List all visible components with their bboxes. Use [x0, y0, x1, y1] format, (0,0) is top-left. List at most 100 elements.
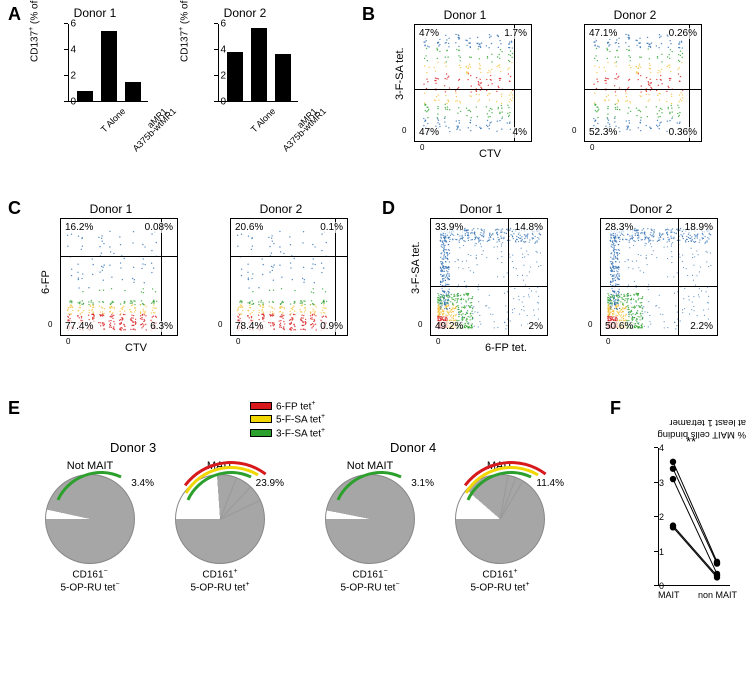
x-tick: non MAIT — [698, 590, 737, 600]
pie-group: Not MAIT3.4%CD161−5-OP-RU tet− — [30, 460, 150, 595]
flow-c-1: Donor 116.2%0.08%77.4%6.3%6-FP00 — [36, 204, 186, 354]
y-axis-label: CD137+ (% of MAIT) — [178, 0, 190, 62]
plot-area: 47.1% 0.26% 52.3% 0.36% — [584, 24, 702, 142]
quadrant-pct: 0.36% — [668, 127, 698, 138]
y-tick: 1 — [659, 547, 664, 557]
density-scatter — [601, 219, 717, 335]
legend-item: 3-F-SA tet+ — [250, 427, 325, 439]
quadrant-pct: 0.1% — [319, 222, 344, 233]
legend-item: 5-F-SA tet+ — [250, 413, 325, 425]
pie-bottom-label: CD161−5-OP-RU tet− — [310, 568, 430, 595]
pie-top-label: Not MAIT — [30, 460, 150, 472]
panel-c: Donor 116.2%0.08%77.4%6.3%6-FP00 Donor 2… — [36, 204, 356, 354]
x-axis-label: CTV — [479, 148, 501, 160]
bar — [227, 52, 243, 101]
y-tick: 4 — [220, 45, 226, 56]
plot-title: Donor 1 — [444, 8, 487, 22]
plot-area — [658, 448, 730, 586]
plot-area: 28.3%18.9%50.6%2.2% — [600, 218, 718, 336]
y-axis-label: 3-F-SA tet. — [394, 47, 406, 100]
pie-callout: 3.1% — [411, 478, 434, 489]
density-scatter — [585, 25, 701, 141]
quadrant-pct: 2% — [528, 321, 544, 332]
density-scatter — [61, 219, 177, 335]
flow-d-2: Donor 228.3%18.9%50.6%2.2%006-FP tet. — [576, 204, 726, 354]
plot-area: 20.6% 0.1% 78.4% 0.9% — [230, 218, 348, 336]
bar — [101, 31, 117, 101]
pie-chart — [45, 474, 135, 564]
plot-area — [218, 24, 298, 102]
pie-chart — [455, 474, 545, 564]
plot-title: Donor 1 — [90, 202, 133, 216]
flow-c-2: Donor 220.6%0.1%78.4%0.9%00CTV — [206, 204, 356, 354]
quadrant-pct: 14.8% — [514, 222, 544, 233]
quadrant-pct: 18.9% — [684, 222, 714, 233]
quadrant-pct: 1.7% — [503, 28, 528, 39]
plot-title: Donor 1 — [460, 202, 503, 216]
quadrant-pct: 6.3% — [149, 321, 174, 332]
pie-chart — [325, 474, 415, 564]
panel-b: Donor 147%1.7%47%4%3-F-SA tet.00 Donor 2… — [390, 10, 710, 160]
x-axis-label: 6-FP tet. — [485, 342, 527, 354]
flow-b-1: Donor 147%1.7%47%4%3-F-SA tet.00 — [390, 10, 540, 160]
y-axis-label: 6-FP — [40, 270, 52, 294]
donor-title: Donor 4 — [390, 440, 436, 455]
barchart-donor1: Donor 1CD137+ (% of MAIT)0246T AloneA375… — [30, 10, 160, 140]
quadrant-pct: 47% — [418, 127, 440, 138]
plot-title: Donor 2 — [630, 202, 673, 216]
quadrant-pct: 0.9% — [319, 321, 344, 332]
quadrant-pct: 47% — [418, 28, 440, 39]
y-tick: 3 — [659, 478, 664, 488]
plot-area: 47%1.7%47%4% — [414, 24, 532, 142]
bar — [125, 82, 141, 102]
pie-arc — [38, 457, 164, 583]
panel-f: % MAIT cells bindingat least 1 tetramer0… — [630, 440, 740, 610]
panel-e: Donor 3Not MAIT3.4%CD161−5-OP-RU tet−MAI… — [30, 440, 590, 670]
quadrant-pct: 47.1% — [588, 28, 618, 39]
legend-item: 6-FP tet+ — [250, 400, 325, 412]
pie-arc — [318, 457, 444, 583]
quadrant-pct: 77.4% — [64, 321, 94, 332]
panel-d-label: D — [382, 198, 395, 219]
flow-d-1: Donor 133.9%14.8%49.2%2%3-F-SA tet.00 — [406, 204, 556, 354]
y-axis-label: CD137+ (% of MAIT) — [28, 0, 40, 62]
plot-area: 33.9%14.8%49.2%2% — [430, 218, 548, 336]
panel-a: Donor 1CD137+ (% of MAIT)0246T AloneA375… — [30, 10, 310, 140]
x-axis-label: CTV — [125, 342, 147, 354]
donor-title: Donor 3 — [110, 440, 156, 455]
y-tick: 4 — [659, 443, 664, 453]
y-axis-label: % MAIT cells bindingat least 1 tetramer — [606, 416, 754, 440]
plot-area — [68, 24, 148, 102]
y-tick: 4 — [70, 45, 76, 56]
quadrant-pct: 0.26% — [668, 28, 698, 39]
legend-label: 5-F-SA tet+ — [276, 413, 325, 425]
plot-title: Donor 2 — [260, 202, 303, 216]
quadrant-pct: 49.2% — [434, 321, 464, 332]
legend-label: 6-FP tet+ — [276, 400, 315, 412]
barchart-donor2: Donor 2CD137+ (% of MAIT)0246T AloneA375… — [180, 10, 310, 140]
x-tick: T Alone — [99, 106, 128, 135]
legend-label: 3-F-SA tet+ — [276, 427, 325, 439]
y-tick: 6 — [220, 19, 226, 30]
quadrant-pct: 52.3% — [588, 127, 618, 138]
chart-title: Donor 1 — [74, 6, 117, 20]
y-tick: 2 — [659, 512, 664, 522]
pie-arc — [164, 453, 297, 586]
x-tick: T Alone — [249, 106, 278, 135]
plot-area: 16.2%0.08%77.4%6.3% — [60, 218, 178, 336]
pie-callout: 3.4% — [131, 478, 154, 489]
x-tick: MAIT — [658, 590, 680, 600]
quadrant-pct: 20.6% — [234, 222, 264, 233]
plot-title: Donor 2 — [614, 8, 657, 22]
quadrant-pct: 78.4% — [234, 321, 264, 332]
quadrant-pct: 0.08% — [144, 222, 174, 233]
pie-top-label: Not MAIT — [310, 460, 430, 472]
pie-callout: 11.4% — [536, 478, 564, 489]
pie-group: MAIT11.4%CD161+5-OP-RU tet+ — [440, 460, 560, 595]
density-scatter — [431, 219, 547, 335]
pie-group: Not MAIT3.1%CD161−5-OP-RU tet− — [310, 460, 430, 595]
pie-group: MAIT23.9%CD161+5-OP-RU tet+ — [160, 460, 280, 595]
pie-arc — [444, 453, 577, 586]
y-tick: 2 — [220, 71, 226, 82]
slope-plot: % MAIT cells bindingat least 1 tetramer0… — [630, 440, 740, 610]
